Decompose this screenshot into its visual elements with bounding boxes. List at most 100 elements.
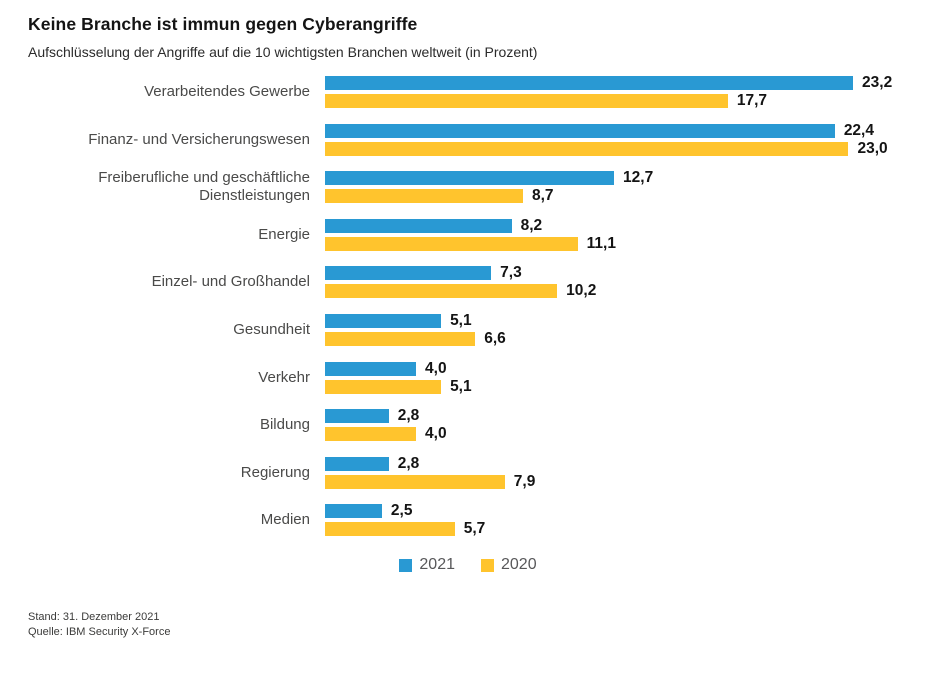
legend-swatch-2021-icon [399, 558, 413, 572]
bar-2021 [325, 171, 615, 186]
bar-2021 [325, 456, 389, 471]
bar-2020 [325, 474, 505, 489]
bar-group: 2,5 5,7 [325, 502, 908, 538]
bar-line-2020: 11,1 [325, 234, 908, 252]
bar-2020 [325, 236, 578, 251]
value-label-2020: 11,1 [586, 234, 616, 252]
value-label-2020: 5,7 [463, 520, 486, 538]
legend-item-2020: 2020 [481, 556, 537, 574]
bar-group: 4,0 5,1 [325, 359, 908, 395]
chart-row: Verkehr 4,0 5,1 [28, 359, 908, 395]
bar-group: 2,8 4,0 [325, 407, 908, 442]
value-label-2021: 12,7 [623, 169, 654, 187]
bar-group: 23,2 17,7 [325, 74, 908, 109]
bar-2020 [325, 331, 476, 346]
bar-2021 [325, 409, 389, 424]
bar-line-2020: 17,7 [325, 92, 908, 109]
chart-date: Stand: 31. Dezember 2021 [28, 611, 160, 623]
chart-legend: 2021 2020 [28, 556, 908, 574]
bar-line-2020: 4,0 [325, 425, 908, 442]
category-label: Freiberufliche und geschäftliche Dienstl… [98, 169, 310, 205]
legend-item-2021: 2021 [399, 556, 455, 574]
bar-2020 [325, 379, 442, 394]
bar-line-2020: 8,7 [325, 187, 908, 205]
bar-2021 [325, 313, 442, 328]
chart-row: Medien 2,5 5,7 [28, 502, 908, 538]
category-label: Gesundheit [233, 320, 310, 338]
chart-source: Quelle: IBM Security X-Force [28, 626, 171, 638]
value-label-2021: 22,4 [843, 121, 874, 139]
bar-line-2020: 5,1 [325, 377, 908, 395]
value-label-2020: 8,7 [532, 187, 554, 205]
bar-group: 22,4 23,0 [325, 121, 908, 157]
bar-line-2021: 5,1 [325, 311, 908, 329]
category-label: Energie [258, 225, 310, 243]
value-label-2020: 17,7 [736, 92, 768, 109]
bar-line-2020: 7,9 [325, 472, 908, 490]
bar-line-2021: 2,8 [325, 454, 908, 472]
category-label: Finanz- und Versicherungswesen [88, 130, 310, 148]
value-label-2020: 7,9 [513, 472, 536, 490]
value-label-2021: 4,0 [425, 359, 447, 377]
legend-label-2021: 2021 [419, 556, 455, 574]
value-label-2021: 2,8 [397, 454, 420, 472]
bar-line-2020: 23,0 [325, 139, 908, 157]
bar-2020 [325, 522, 455, 537]
bar-2020 [325, 94, 728, 108]
chart-row: Einzel- und Großhandel 7,3 10,2 [28, 264, 908, 300]
bar-group: 5,1 6,6 [325, 311, 908, 347]
bar-chart: Verarbeitendes Gewerbe 23,2 17,7 Finanz- un… [28, 74, 908, 538]
chart-row: Regierung 2,8 7,9 [28, 454, 908, 490]
bar-line-2021: 2,5 [325, 502, 908, 520]
bar-line-2020: 10,2 [325, 282, 908, 300]
chart-footer: Stand: 31. Dezember 2021 Quelle: IBM Sec… [28, 610, 170, 640]
value-label-2020: 23,0 [857, 139, 888, 157]
value-label-2021: 2,5 [390, 502, 413, 520]
bar-group: 2,8 7,9 [325, 454, 908, 490]
bar-2020 [325, 189, 523, 204]
chart-subtitle: Aufschlüsselung der Angriffe auf die 10 … [28, 44, 538, 60]
value-label-2021: 8,2 [520, 216, 543, 234]
bar-group: 12,7 8,7 [325, 169, 908, 205]
bar-line-2021: 2,8 [325, 407, 908, 425]
value-label-2021: 2,8 [397, 407, 420, 425]
legend-label-2020: 2020 [501, 556, 537, 574]
chart-row: Freiberufliche und geschäftliche Dienstl… [28, 169, 908, 205]
category-label: Regierung [240, 463, 310, 481]
chart-row: Finanz- und Versicherungswesen 22,4 23,0 [28, 121, 908, 157]
bar-line-2020: 5,7 [325, 520, 908, 538]
category-label: Verarbeitendes Gewerbe [144, 83, 310, 100]
bar-line-2021: 8,2 [325, 216, 908, 234]
bar-line-2020: 6,6 [325, 329, 908, 347]
bar-2021 [325, 504, 382, 519]
bar-line-2021: 12,7 [325, 169, 908, 187]
bar-2020 [325, 427, 417, 442]
bar-2021 [325, 123, 835, 138]
bar-line-2021: 22,4 [325, 121, 908, 139]
bar-line-2021: 7,3 [325, 264, 908, 282]
bar-2020 [325, 141, 849, 156]
bar-2020 [325, 284, 558, 299]
bar-group: 8,2 11,1 [325, 216, 908, 252]
value-label-2021: 5,1 [450, 311, 472, 329]
category-label: Medien [260, 511, 310, 529]
bar-group: 7,3 10,2 [325, 264, 908, 300]
chart-row: Verarbeitendes Gewerbe 23,2 17,7 [28, 74, 908, 109]
bar-2021 [325, 218, 512, 233]
bar-line-2021: 4,0 [325, 359, 908, 377]
category-label: Einzel- und Großhandel [151, 273, 310, 291]
value-label-2021: 7,3 [500, 264, 522, 282]
value-label-2020: 5,1 [450, 377, 472, 395]
category-label: Bildung [259, 416, 310, 434]
chart-row: Energie 8,2 11,1 [28, 216, 908, 252]
category-label: Verkehr [258, 368, 310, 386]
value-label-2020: 6,6 [484, 329, 506, 347]
chart-row: Gesundheit 5,1 6,6 [28, 311, 908, 347]
bar-2021 [325, 361, 417, 376]
chart-row: Bildung 2,8 4,0 [28, 407, 908, 442]
value-label-2020: 10,2 [566, 282, 597, 300]
legend-swatch-2020-icon [481, 558, 494, 572]
bar-line-2021: 23,2 [325, 74, 908, 91]
chart-title: Keine Branche ist immun gegen Cyberangri… [28, 14, 418, 34]
